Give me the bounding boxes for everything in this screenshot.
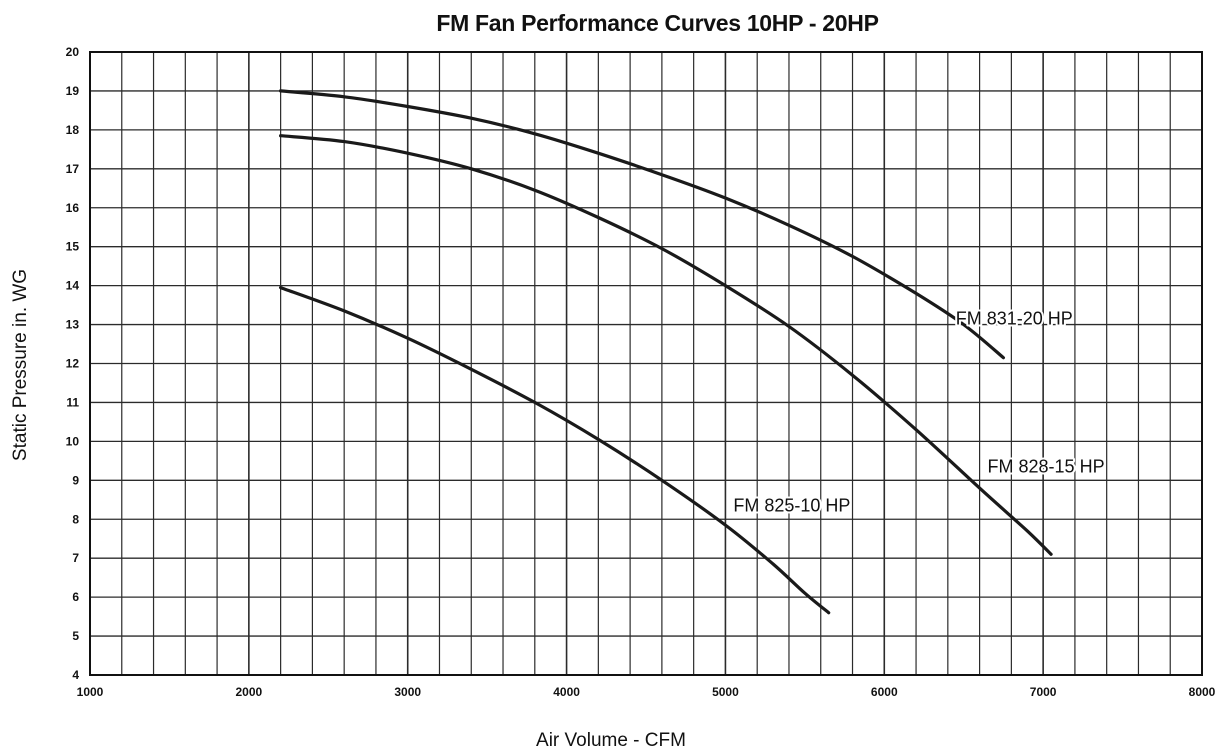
y-tick-label: 6 bbox=[72, 590, 79, 604]
series-label-fm-831-20-hp: FM 831-20 HP bbox=[956, 309, 1073, 329]
y-tick-label: 4 bbox=[72, 668, 79, 682]
y-tick-label: 20 bbox=[66, 45, 80, 59]
x-tick-label: 2000 bbox=[236, 685, 263, 699]
y-tick-label: 16 bbox=[66, 201, 80, 215]
y-tick-label: 11 bbox=[66, 395, 79, 409]
chart-title: FM Fan Performance Curves 10HP - 20HP bbox=[436, 10, 879, 36]
y-tick-label: 5 bbox=[72, 629, 79, 643]
curves bbox=[279, 89, 1053, 615]
tick-labels: 1000 2000 3000 4000 5000 6000 7000 8000 4 5 6 7 8 9 10… bbox=[66, 45, 1216, 699]
y-axis-label: Static Pressure in. WG bbox=[10, 269, 31, 461]
y-tick-label: 17 bbox=[66, 162, 80, 176]
y-tick-label: 9 bbox=[72, 473, 79, 487]
x-tick-label: 6000 bbox=[871, 685, 898, 699]
x-tick-label: 8000 bbox=[1189, 685, 1216, 699]
x-tick-label: 1000 bbox=[77, 685, 104, 699]
x-tick-label: 3000 bbox=[394, 685, 421, 699]
y-tick-label: 12 bbox=[66, 357, 80, 371]
x-axis-label: Air Volume - CFM bbox=[536, 730, 686, 751]
y-tick-label: 13 bbox=[66, 318, 80, 332]
series-line-fm-825-10-hp bbox=[279, 286, 831, 615]
series-label-fm-825-10-hp: FM 825-10 HP bbox=[733, 495, 850, 515]
series-label-halo: FM 825-10 HP bbox=[733, 495, 850, 515]
series-line-fm-831-20-hp bbox=[279, 89, 1005, 360]
y-tick-label: 18 bbox=[66, 123, 80, 137]
series-label-fm-828-15-hp: FM 828-15 HP bbox=[988, 457, 1105, 477]
series-label-halo: FM 828-15 HP bbox=[988, 457, 1105, 477]
x-tick-label: 5000 bbox=[712, 685, 739, 699]
y-tick-label: 14 bbox=[66, 279, 80, 293]
y-tick-label: 19 bbox=[66, 84, 80, 98]
y-tick-label: 7 bbox=[72, 551, 79, 565]
plot-border bbox=[89, 51, 1203, 676]
y-tick-label: 15 bbox=[66, 240, 80, 254]
grid bbox=[89, 51, 1203, 676]
x-tick-label: 7000 bbox=[1030, 685, 1057, 699]
series-label-halo: FM 831-20 HP bbox=[956, 309, 1073, 329]
y-tick-label: 10 bbox=[66, 434, 80, 448]
x-tick-label: 4000 bbox=[553, 685, 580, 699]
y-tick-label: 8 bbox=[72, 512, 79, 526]
series-line-fm-828-15-hp bbox=[279, 134, 1053, 556]
